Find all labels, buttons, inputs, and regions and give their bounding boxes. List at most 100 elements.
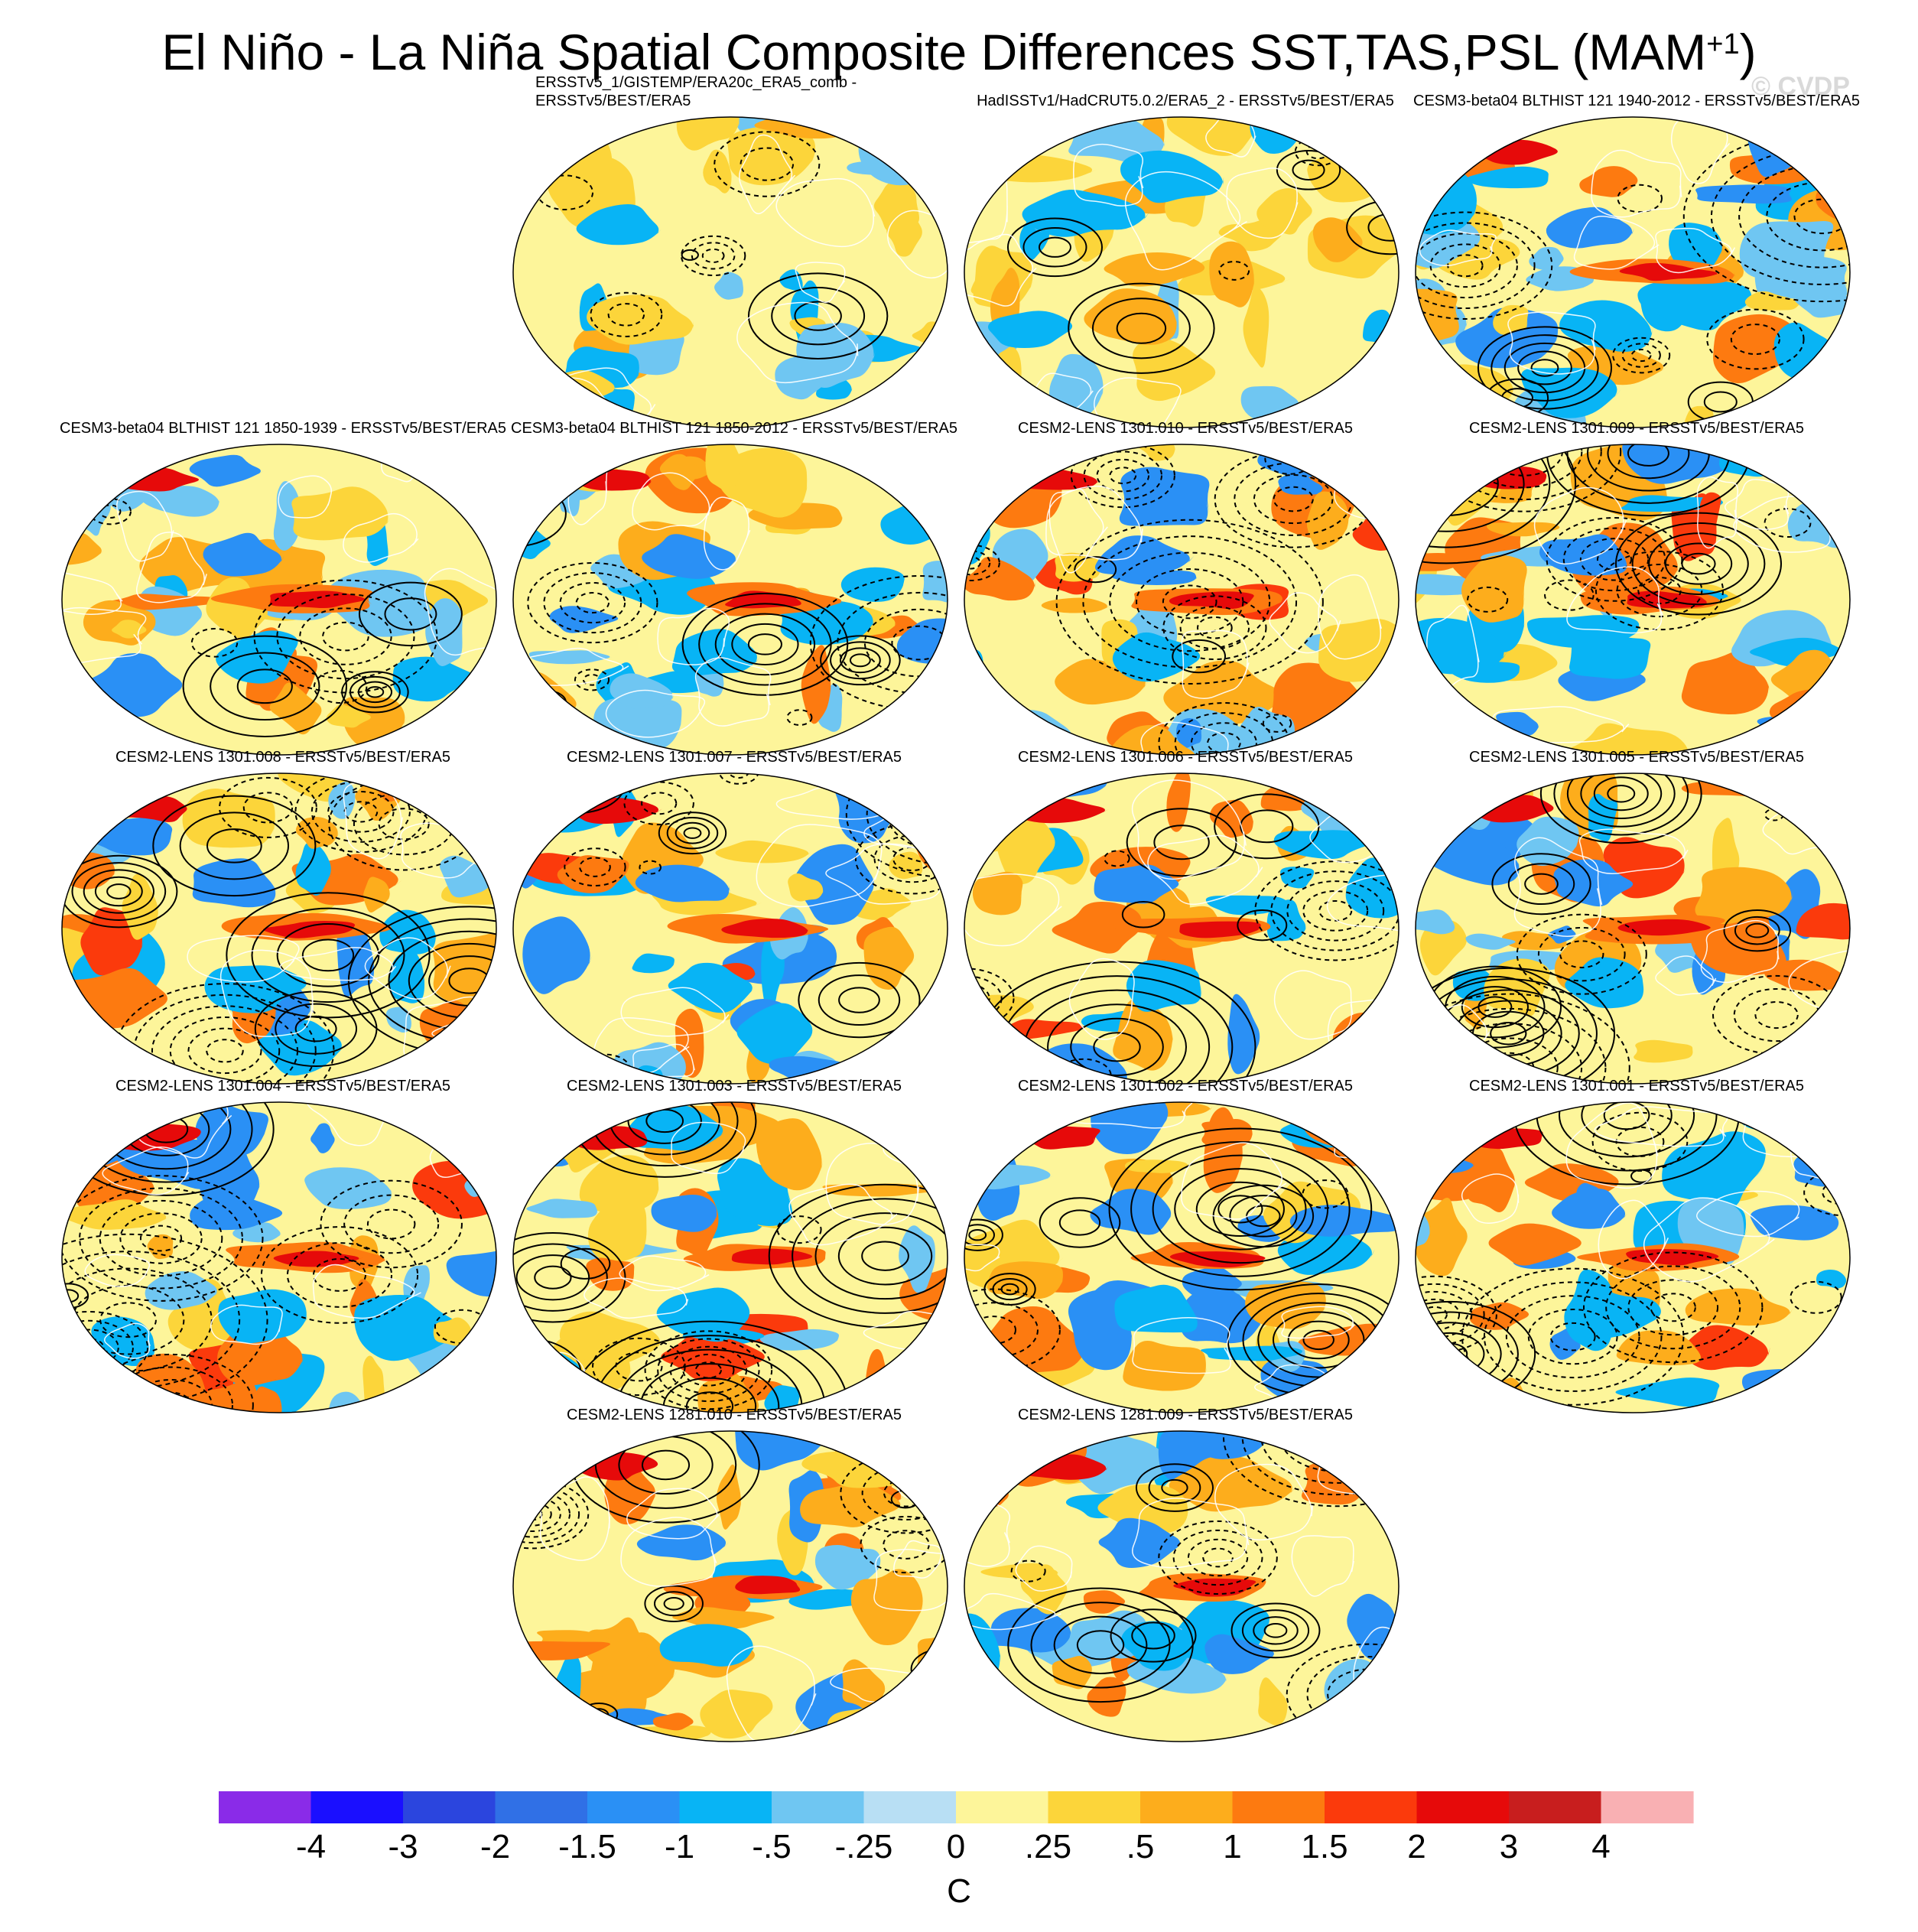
colorbar-tick-label: -.5 (752, 1828, 792, 1865)
colorbar-tick-label: -1.5 (558, 1828, 616, 1865)
panel-title: ERSSTv5_1/GISTEMP/ERA20c_ERA5_comb - ERS… (535, 74, 857, 109)
warm-anomaly (1685, 1288, 1793, 1326)
warm-anomaly (705, 444, 743, 493)
cool-anomaly (1466, 166, 1549, 189)
warm-anomaly (1169, 1456, 1298, 1512)
cool-anomaly (62, 773, 104, 808)
warm-anomaly (939, 444, 948, 460)
warm-anomaly (1416, 1197, 1471, 1277)
warm-anomaly (889, 117, 948, 158)
warm-anomaly (269, 682, 325, 735)
map-panel: CESM2-LENS 1301.005 - ERSSTv5/BEST/ERA5 (1407, 749, 1858, 1086)
warm-anomaly (1302, 1458, 1371, 1505)
cool-anomaly (1278, 473, 1324, 495)
warm-anomaly (559, 1311, 666, 1366)
colorbar-swatch (219, 1791, 312, 1823)
map-panel: CESM2-LENS 1301.002 - ERSSTv5/BEST/ERA5 (956, 1078, 1407, 1415)
cool-anomaly (76, 817, 173, 856)
panel-title: CESM2-LENS 1301.004 - ERSSTv5/BEST/ERA5 (115, 1078, 450, 1094)
cool-anomaly (69, 1119, 96, 1176)
cool-anomaly (310, 1123, 336, 1153)
warm-anomaly (291, 486, 391, 541)
panel-title: CESM3-beta04 BLTHIST 121 1940-2012 - ERS… (1413, 93, 1860, 109)
global-map (61, 444, 497, 756)
panel-title: CESM2-LENS 1281.010 - ERSSTv5/BEST/ERA5 (567, 1407, 902, 1423)
warm-anomaly (1744, 291, 1800, 311)
global-map (964, 1430, 1399, 1742)
map-panel: CESM3-beta04 BLTHIST 121 1850-1939 - ERS… (54, 420, 506, 757)
cool-anomaly (1750, 1205, 1840, 1241)
cool-anomaly (1279, 1115, 1382, 1148)
map-panel: CESM2-LENS 1281.009 - ERSSTv5/BEST/ERA5 (956, 1407, 1407, 1744)
warm-anomaly (1166, 117, 1259, 156)
warm-anomaly (517, 447, 538, 487)
warm-anomaly (398, 1102, 488, 1124)
warm-anomaly (1113, 998, 1173, 1071)
cool-anomaly (1119, 467, 1210, 526)
cool-anomaly (1741, 1369, 1850, 1397)
warm-anomaly (850, 1569, 925, 1646)
warm-anomaly (62, 1199, 171, 1230)
cool-anomaly (1120, 150, 1224, 203)
cool-anomaly (526, 1199, 598, 1218)
warm-anomaly (1003, 1019, 1086, 1039)
warm-anomaly (904, 117, 948, 157)
cool-anomaly (513, 1469, 543, 1515)
colorbar-swatch (863, 1791, 957, 1823)
cool-anomaly (439, 855, 496, 898)
cool-anomaly (513, 1111, 577, 1174)
cool-anomaly (983, 1608, 1073, 1653)
warm-anomaly (1486, 522, 1563, 537)
colorbar-tick-label: 1.5 (1301, 1828, 1348, 1865)
warm-anomaly (1818, 1037, 1850, 1068)
warm-anomaly (112, 620, 149, 639)
warm-anomaly (1416, 288, 1460, 343)
warm-anomaly (1461, 555, 1527, 623)
cool-anomaly (964, 645, 984, 701)
warm-anomaly (1318, 619, 1399, 682)
cvdp-watermark: © CVDP (1751, 72, 1850, 101)
cool-anomaly (1204, 1634, 1279, 1674)
cool-anomaly (1427, 837, 1520, 886)
warm-anomaly (1108, 724, 1201, 755)
cool-anomaly (1816, 1270, 1847, 1289)
warm-anomaly (513, 1316, 535, 1375)
warm-anomaly (1493, 304, 1529, 335)
warm-anomaly (1312, 217, 1366, 262)
warm-anomaly (375, 444, 434, 466)
colorbar-swatch (1048, 1791, 1141, 1823)
warm-anomaly (964, 773, 1013, 814)
global-map (1415, 772, 1851, 1085)
warm-anomaly (1419, 919, 1470, 976)
cool-anomaly (1548, 925, 1577, 944)
warm-anomaly (1166, 773, 1191, 832)
warm-anomaly (756, 1118, 824, 1191)
warm-anomaly (1020, 1564, 1070, 1615)
cool-anomaly (840, 567, 905, 602)
cool-anomaly (576, 203, 662, 246)
colorbar-swatch (310, 1791, 404, 1823)
warm-anomaly (715, 840, 811, 864)
colorbar-tick-label: 0 (946, 1828, 966, 1865)
warm-anomaly (1469, 1302, 1533, 1330)
cool-anomaly (513, 1431, 541, 1447)
cool-anomaly (1750, 637, 1848, 668)
cool-anomaly (736, 1003, 816, 1065)
map-panel: CESM3-beta04 BLTHIST 121 1940-2012 - ERS… (1407, 93, 1860, 430)
colorbar-tick-label: -3 (388, 1828, 418, 1865)
warm-anomaly (1209, 799, 1254, 838)
warm-anomaly (1123, 1341, 1208, 1391)
title-text: El Niño - La Niña Spatial Composite Diff… (161, 24, 1707, 80)
warm-anomaly (86, 444, 151, 484)
cool-anomaly (1364, 1013, 1399, 1029)
colorbar-swatch (679, 1791, 772, 1823)
cool-anomaly (1615, 1377, 1720, 1407)
colorbar-tick-label: 2 (1407, 1828, 1426, 1865)
panel-title: CESM2-LENS 1301.002 - ERSSTv5/BEST/ERA5 (1018, 1078, 1353, 1094)
warm-anomaly (1681, 649, 1770, 715)
colorbar-swatch (1325, 1791, 1418, 1823)
cool-anomaly (1327, 1734, 1388, 1742)
warm-anomaly (964, 557, 1035, 601)
cool-anomaly (513, 1461, 579, 1480)
warm-anomaly (1052, 901, 1143, 954)
